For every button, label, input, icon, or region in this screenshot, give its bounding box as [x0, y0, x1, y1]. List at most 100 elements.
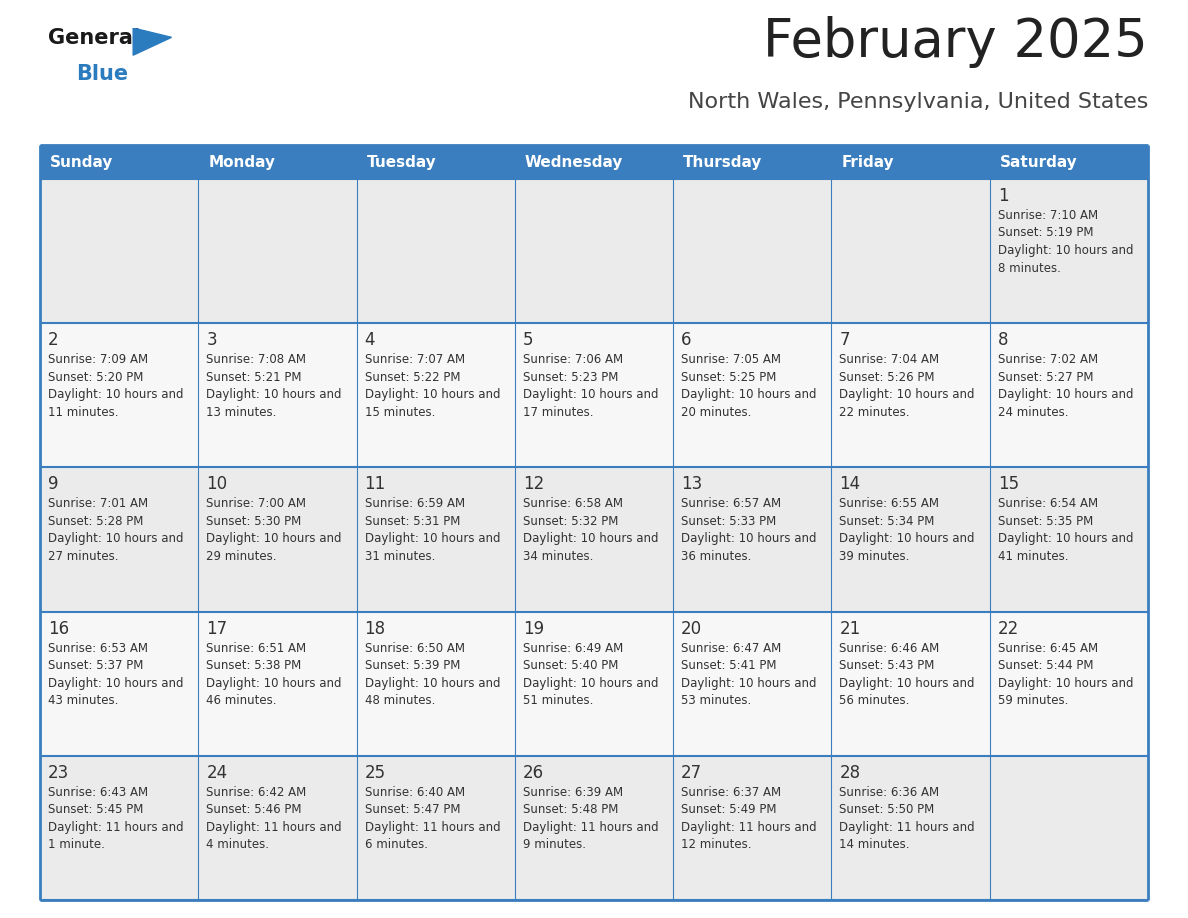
Text: 31 minutes.: 31 minutes. — [365, 550, 435, 563]
Text: 6: 6 — [681, 331, 691, 349]
Text: 12 minutes.: 12 minutes. — [681, 838, 752, 851]
Text: Monday: Monday — [208, 154, 276, 170]
Text: 21: 21 — [840, 620, 860, 638]
Text: Sunset: 5:22 PM: Sunset: 5:22 PM — [365, 371, 460, 384]
Text: 13 minutes.: 13 minutes. — [207, 406, 277, 419]
Text: 24: 24 — [207, 764, 227, 782]
Text: 29 minutes.: 29 minutes. — [207, 550, 277, 563]
Text: 6 minutes.: 6 minutes. — [365, 838, 428, 851]
Text: 48 minutes.: 48 minutes. — [365, 694, 435, 707]
Text: 53 minutes.: 53 minutes. — [681, 694, 751, 707]
Text: 23: 23 — [48, 764, 69, 782]
Text: Sunrise: 7:09 AM: Sunrise: 7:09 AM — [48, 353, 148, 366]
Text: 24 minutes.: 24 minutes. — [998, 406, 1068, 419]
Text: Daylight: 10 hours and: Daylight: 10 hours and — [207, 388, 342, 401]
Text: 8: 8 — [998, 331, 1009, 349]
Text: 17: 17 — [207, 620, 227, 638]
Text: Sunrise: 7:05 AM: Sunrise: 7:05 AM — [681, 353, 782, 366]
Text: Sunrise: 6:43 AM: Sunrise: 6:43 AM — [48, 786, 148, 799]
Text: Sunrise: 7:08 AM: Sunrise: 7:08 AM — [207, 353, 307, 366]
Text: 15: 15 — [998, 476, 1019, 493]
Text: Sunset: 5:45 PM: Sunset: 5:45 PM — [48, 803, 144, 816]
Bar — [674, 145, 832, 179]
Text: Daylight: 10 hours and: Daylight: 10 hours and — [681, 388, 816, 401]
Text: Daylight: 10 hours and: Daylight: 10 hours and — [365, 677, 500, 689]
Text: Daylight: 11 hours and: Daylight: 11 hours and — [207, 821, 342, 834]
Text: 20 minutes.: 20 minutes. — [681, 406, 752, 419]
Text: Sunrise: 7:01 AM: Sunrise: 7:01 AM — [48, 498, 148, 510]
Text: 14 minutes.: 14 minutes. — [840, 838, 910, 851]
Text: 27: 27 — [681, 764, 702, 782]
Text: Sunrise: 6:39 AM: Sunrise: 6:39 AM — [523, 786, 623, 799]
Text: Daylight: 10 hours and: Daylight: 10 hours and — [207, 532, 342, 545]
Text: 14: 14 — [840, 476, 860, 493]
Text: Daylight: 10 hours and: Daylight: 10 hours and — [998, 388, 1133, 401]
Text: 4: 4 — [365, 331, 375, 349]
Text: 10: 10 — [207, 476, 227, 493]
Text: Sunset: 5:33 PM: Sunset: 5:33 PM — [681, 515, 777, 528]
Text: 46 minutes.: 46 minutes. — [207, 694, 277, 707]
Text: Sunset: 5:44 PM: Sunset: 5:44 PM — [998, 659, 1093, 672]
Text: Sunset: 5:49 PM: Sunset: 5:49 PM — [681, 803, 777, 816]
Text: Sunrise: 6:37 AM: Sunrise: 6:37 AM — [681, 786, 782, 799]
Text: Sunset: 5:47 PM: Sunset: 5:47 PM — [365, 803, 460, 816]
Text: Daylight: 10 hours and: Daylight: 10 hours and — [998, 244, 1133, 257]
Text: 12: 12 — [523, 476, 544, 493]
Text: Daylight: 11 hours and: Daylight: 11 hours and — [523, 821, 658, 834]
Text: Sunrise: 6:36 AM: Sunrise: 6:36 AM — [840, 786, 940, 799]
Text: 39 minutes.: 39 minutes. — [840, 550, 910, 563]
Text: Daylight: 11 hours and: Daylight: 11 hours and — [365, 821, 500, 834]
Text: Sunrise: 6:42 AM: Sunrise: 6:42 AM — [207, 786, 307, 799]
Text: Sunrise: 7:00 AM: Sunrise: 7:00 AM — [207, 498, 307, 510]
Text: Sunset: 5:43 PM: Sunset: 5:43 PM — [840, 659, 935, 672]
Text: 9 minutes.: 9 minutes. — [523, 838, 586, 851]
Text: 7: 7 — [840, 331, 849, 349]
Text: 18: 18 — [365, 620, 386, 638]
Text: 1 minute.: 1 minute. — [48, 838, 105, 851]
Text: 22: 22 — [998, 620, 1019, 638]
Text: Sunset: 5:19 PM: Sunset: 5:19 PM — [998, 227, 1093, 240]
Text: Daylight: 10 hours and: Daylight: 10 hours and — [523, 388, 658, 401]
Text: Sunset: 5:25 PM: Sunset: 5:25 PM — [681, 371, 777, 384]
Text: Sunrise: 6:46 AM: Sunrise: 6:46 AM — [840, 642, 940, 655]
Text: Thursday: Thursday — [683, 154, 763, 170]
Text: Blue: Blue — [76, 63, 128, 84]
Text: Sunset: 5:35 PM: Sunset: 5:35 PM — [998, 515, 1093, 528]
Text: Sunrise: 6:40 AM: Sunrise: 6:40 AM — [365, 786, 465, 799]
Text: Sunrise: 6:47 AM: Sunrise: 6:47 AM — [681, 642, 782, 655]
Bar — [40, 323, 1148, 467]
Text: Sunset: 5:28 PM: Sunset: 5:28 PM — [48, 515, 144, 528]
Text: Sunrise: 7:10 AM: Sunrise: 7:10 AM — [998, 209, 1098, 222]
Text: 11 minutes.: 11 minutes. — [48, 406, 119, 419]
Text: 41 minutes.: 41 minutes. — [998, 550, 1068, 563]
Text: 25: 25 — [365, 764, 386, 782]
Bar — [40, 611, 1148, 756]
Bar — [832, 145, 990, 179]
Bar — [990, 145, 1148, 179]
Bar — [198, 145, 356, 179]
Text: Sunset: 5:48 PM: Sunset: 5:48 PM — [523, 803, 618, 816]
Text: February 2025: February 2025 — [763, 16, 1148, 68]
Text: Sunset: 5:27 PM: Sunset: 5:27 PM — [998, 371, 1093, 384]
Text: 11: 11 — [365, 476, 386, 493]
Text: Sunset: 5:41 PM: Sunset: 5:41 PM — [681, 659, 777, 672]
Text: 8 minutes.: 8 minutes. — [998, 262, 1061, 274]
Text: Sunset: 5:32 PM: Sunset: 5:32 PM — [523, 515, 618, 528]
Text: Daylight: 10 hours and: Daylight: 10 hours and — [681, 532, 816, 545]
Text: 3: 3 — [207, 331, 217, 349]
Text: 17 minutes.: 17 minutes. — [523, 406, 593, 419]
Text: Daylight: 10 hours and: Daylight: 10 hours and — [840, 532, 975, 545]
Bar — [514, 145, 674, 179]
Polygon shape — [133, 28, 171, 55]
Text: Sunrise: 7:02 AM: Sunrise: 7:02 AM — [998, 353, 1098, 366]
Text: Sunset: 5:39 PM: Sunset: 5:39 PM — [365, 659, 460, 672]
Text: Sunset: 5:34 PM: Sunset: 5:34 PM — [840, 515, 935, 528]
Text: Sunrise: 7:07 AM: Sunrise: 7:07 AM — [365, 353, 465, 366]
Text: 56 minutes.: 56 minutes. — [840, 694, 910, 707]
Bar — [40, 756, 1148, 900]
Text: Daylight: 10 hours and: Daylight: 10 hours and — [681, 677, 816, 689]
Text: Daylight: 10 hours and: Daylight: 10 hours and — [840, 388, 975, 401]
Text: Daylight: 11 hours and: Daylight: 11 hours and — [48, 821, 184, 834]
Text: 28: 28 — [840, 764, 860, 782]
Text: Saturday: Saturday — [1000, 154, 1078, 170]
